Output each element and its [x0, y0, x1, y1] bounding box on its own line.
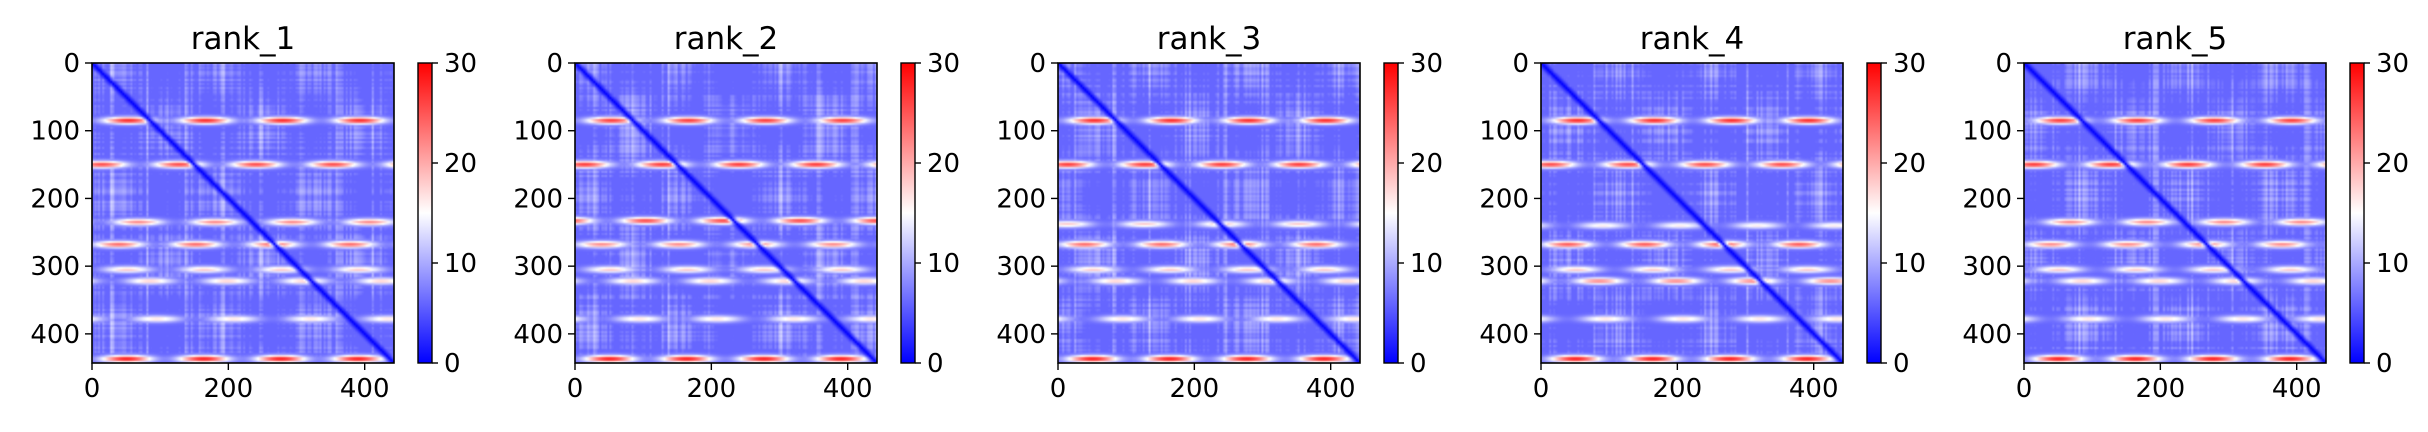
x-tick-label: 0: [567, 374, 584, 404]
y-tick-label: 200: [1962, 184, 2012, 214]
y-tick-label: 0: [63, 49, 80, 79]
heatmap-image: [2024, 63, 2326, 363]
y-tick-label: 200: [996, 184, 1046, 214]
colorbar: [2350, 63, 2364, 363]
colorbar-tick-label: 10: [927, 249, 960, 279]
colorbar-tick-label: 0: [444, 349, 461, 379]
colorbar: [1867, 63, 1881, 363]
y-tick-label: 0: [1029, 49, 1046, 79]
y-tick-label: 300: [30, 252, 80, 282]
colorbar-tick-label: 20: [2376, 149, 2409, 179]
panel-title: rank_4: [1640, 21, 1745, 57]
colorbar-tick-label: 30: [927, 49, 960, 79]
colorbar-tick-label: 30: [1410, 49, 1443, 79]
panel-title: rank_3: [1157, 21, 1262, 57]
colorbar-tick-label: 20: [1410, 149, 1443, 179]
heatmap-image: [575, 63, 877, 363]
heatmap-image: [1541, 63, 1843, 363]
y-tick-label: 400: [1479, 320, 1529, 350]
colorbar-tick-label: 10: [1410, 249, 1443, 279]
colorbar-tick-label: 20: [927, 149, 960, 179]
x-tick-label: 400: [2272, 374, 2322, 404]
x-tick-label: 400: [1306, 374, 1356, 404]
y-tick-label: 400: [513, 320, 563, 350]
y-tick-label: 300: [1962, 252, 2012, 282]
y-tick-label: 300: [513, 252, 563, 282]
panel-title: rank_1: [191, 21, 296, 57]
colorbar: [901, 63, 915, 363]
y-tick-label: 300: [996, 252, 1046, 282]
panel-title: rank_2: [674, 21, 779, 57]
x-tick-label: 0: [1050, 374, 1067, 404]
x-tick-label: 200: [687, 374, 737, 404]
y-tick-label: 100: [996, 117, 1046, 147]
y-tick-label: 200: [30, 184, 80, 214]
y-tick-label: 0: [1512, 49, 1529, 79]
y-tick-label: 0: [1995, 49, 2012, 79]
panel-title: rank_5: [2123, 21, 2228, 57]
colorbar-tick-label: 0: [2376, 349, 2393, 379]
y-tick-label: 0: [546, 49, 563, 79]
y-tick-label: 100: [1479, 117, 1529, 147]
y-tick-label: 100: [513, 117, 563, 147]
colorbar-tick-label: 0: [1893, 349, 1910, 379]
x-tick-label: 0: [2016, 374, 2033, 404]
x-tick-label: 0: [84, 374, 101, 404]
colorbar: [418, 63, 432, 363]
x-tick-label: 400: [340, 374, 390, 404]
colorbar-tick-label: 10: [1893, 249, 1926, 279]
colorbar-tick-label: 0: [927, 349, 944, 379]
colorbar-tick-label: 30: [444, 49, 477, 79]
y-tick-label: 100: [30, 117, 80, 147]
x-tick-label: 400: [1789, 374, 1839, 404]
x-tick-label: 200: [1653, 374, 1703, 404]
heatmap-image: [1058, 63, 1360, 363]
x-tick-label: 200: [204, 374, 254, 404]
y-tick-label: 200: [1479, 184, 1529, 214]
colorbar-tick-label: 30: [1893, 49, 1926, 79]
y-tick-label: 400: [30, 320, 80, 350]
y-tick-label: 300: [1479, 252, 1529, 282]
colorbar-tick-label: 20: [1893, 149, 1926, 179]
x-tick-label: 200: [2136, 374, 2186, 404]
colorbar-tick-label: 10: [444, 249, 477, 279]
y-tick-label: 100: [1962, 117, 2012, 147]
colorbar-tick-label: 20: [444, 149, 477, 179]
colorbar: [1384, 63, 1398, 363]
colorbar-tick-label: 30: [2376, 49, 2409, 79]
x-tick-label: 0: [1533, 374, 1550, 404]
x-tick-label: 200: [1170, 374, 1220, 404]
y-tick-label: 400: [996, 320, 1046, 350]
colorbar-tick-label: 0: [1410, 349, 1427, 379]
y-tick-label: 400: [1962, 320, 2012, 350]
heatmap-image: [92, 63, 394, 363]
colorbar-tick-label: 10: [2376, 249, 2409, 279]
x-tick-label: 400: [823, 374, 873, 404]
y-tick-label: 200: [513, 184, 563, 214]
